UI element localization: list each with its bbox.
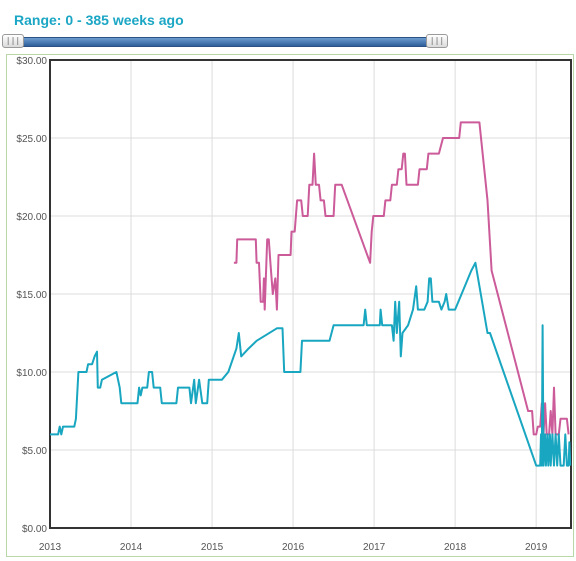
slider-left-handle[interactable]: ||| xyxy=(2,34,24,48)
x-tick-label: 2018 xyxy=(444,542,467,553)
chart-grid xyxy=(49,59,571,529)
series-line-1 xyxy=(233,121,570,436)
chart-frame xyxy=(6,54,574,557)
x-tick-label: 2016 xyxy=(282,542,305,553)
x-tick-label: 2017 xyxy=(363,542,386,553)
x-tick-label: 2015 xyxy=(201,542,224,553)
series-line-2 xyxy=(50,261,572,467)
y-tick-label: $30.00 xyxy=(16,56,47,67)
y-tick-label: $20.00 xyxy=(16,212,47,223)
range-label: Range: 0 - 385 weeks ago xyxy=(14,12,184,28)
slider-right-handle[interactable]: ||| xyxy=(426,34,448,48)
y-tick-label: $5.00 xyxy=(22,446,47,457)
y-tick-label: $10.00 xyxy=(16,368,47,379)
x-tick-label: 2019 xyxy=(525,542,548,553)
chart-axes xyxy=(49,59,572,529)
plot-border xyxy=(49,59,572,529)
range-slider[interactable]: ||| ||| xyxy=(2,34,448,48)
x-tick-label: 2014 xyxy=(120,542,143,553)
y-tick-label: $25.00 xyxy=(16,134,47,145)
chart-series xyxy=(50,121,572,467)
y-tick-label: $15.00 xyxy=(16,290,47,301)
chart-tick-labels: $0.00 $5.00 $10.00 $15.00 $20.00 $25.00 $30.00… xyxy=(16,56,547,553)
y-tick-label: $0.00 xyxy=(22,524,47,535)
x-tick-label: 2013 xyxy=(39,542,62,553)
